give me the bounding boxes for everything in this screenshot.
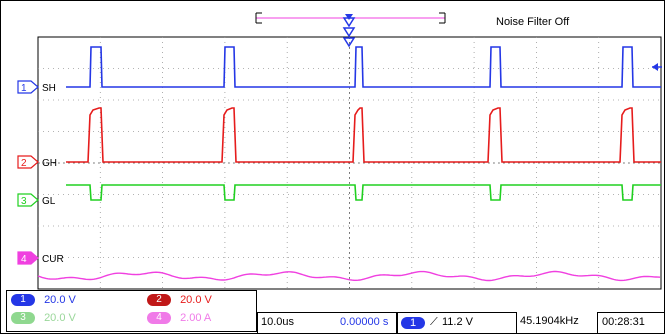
svg-text:1: 1 [21,83,27,94]
ch1-badge: 1 [11,294,35,307]
trigger-level: 11.2 V [442,316,473,328]
trigger-panel[interactable]: 1 ⟋ 11.2 V [397,312,517,334]
ch4-marker[interactable]: 4 CUR [17,251,64,265]
timebase-scale: 10.0us [261,316,295,328]
ch3-trace [66,184,661,201]
graticule [37,36,662,290]
ch4-trace [37,270,661,282]
ch2-badge: 2 [147,294,171,307]
ch2-label: GH [42,158,57,169]
ch4-label: CUR [42,254,64,265]
ch4-scale[interactable]: 4 2.00 A [147,312,211,325]
frequency-readout: 45.1904kHz [520,315,579,327]
trigger-slope-icon: ⟋ [430,316,438,328]
channel-markers: 1 SH 2 GH 3 GL 4 CUR [17,80,64,265]
ch2-marker[interactable]: 2 GH [17,155,57,169]
svg-text:4: 4 [21,254,27,265]
noise-filter-status: Noise Filter Off [496,16,570,28]
ch1-trace [66,46,661,88]
ch2-scale[interactable]: 2 20.0 V [147,294,212,307]
status-bar: 1 20.0 V 2 20.0 V 3 20.0 V 4 2.00 A 10.0… [0,288,665,334]
ch1-scale[interactable]: 1 20.0 V [11,294,76,307]
ch3-scale[interactable]: 3 20.0 V [11,312,76,325]
ch1-marker[interactable]: 1 SH [17,80,56,94]
traces [37,46,661,282]
svg-text:3: 3 [21,196,27,207]
trigger-source-badge: 1 [401,317,425,329]
timebase-panel[interactable]: 10.0us 0.00000 s [257,312,397,334]
ch1-label: SH [42,83,56,94]
ch4-badge: 4 [147,312,171,325]
channel-scale-panel: 1 20.0 V 2 20.0 V 3 20.0 V 4 2.00 A [6,290,257,332]
trigger-position-icon[interactable] [342,14,356,48]
ch3-badge: 3 [11,312,35,325]
ch3-marker[interactable]: 3 GL [17,193,56,207]
ch3-label: GL [42,196,56,207]
clock-time: 00:28:31 [602,316,645,328]
svg-text:2: 2 [21,158,27,169]
ch2-trace [66,107,661,163]
clock-panel: 00:28:31 [597,312,665,334]
timebase-position: 0.00000 s [340,316,389,328]
